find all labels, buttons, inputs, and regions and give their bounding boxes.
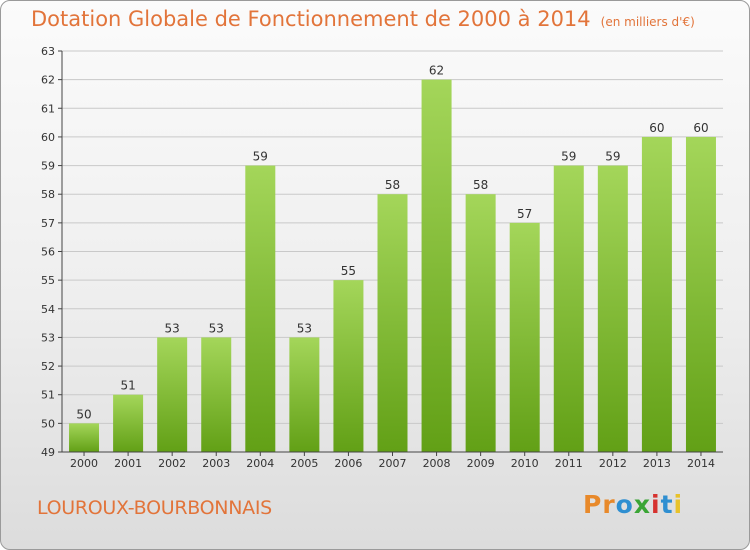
x-tick-label-2006: 2006 — [334, 457, 362, 470]
bar-2011 — [553, 165, 584, 453]
y-tick-label: 51 — [41, 389, 55, 402]
data-label-2013: 60 — [649, 121, 664, 135]
x-tick-label-2013: 2013 — [643, 457, 671, 470]
bar-2012 — [597, 165, 628, 453]
x-tick-label-2005: 2005 — [290, 457, 318, 470]
x-tick-label-2003: 2003 — [202, 457, 230, 470]
chart-title: Dotation Globale de Fonctionnement de 20… — [31, 7, 695, 31]
bar-2002 — [157, 337, 188, 452]
bar-2005 — [289, 337, 320, 452]
data-label-2007: 58 — [385, 178, 400, 192]
y-tick-label: 49 — [41, 446, 55, 459]
commune-name: LOUROUX-BOURBONNAIS — [37, 497, 272, 519]
data-label-2005: 53 — [297, 321, 312, 335]
logo-letter: i — [651, 490, 661, 519]
y-tick-label: 50 — [41, 417, 55, 430]
x-tick-label-2000: 2000 — [70, 457, 98, 470]
x-tick-label-2004: 2004 — [246, 457, 274, 470]
x-tick-label-2001: 2001 — [114, 457, 142, 470]
logo-letter: x — [633, 490, 651, 519]
bar-2003 — [201, 337, 232, 452]
chart-subtitle: (en milliers d'€) — [600, 15, 695, 29]
bars — [69, 79, 716, 453]
x-tick-label-2010: 2010 — [511, 457, 539, 470]
data-label-2004: 59 — [253, 150, 268, 164]
bar-2010 — [509, 222, 540, 452]
x-tick-label-2007: 2007 — [379, 457, 407, 470]
y-tick-label: 60 — [41, 131, 55, 144]
bar-2009 — [465, 194, 496, 452]
chart-title-text: Dotation Globale de Fonctionnement de 20… — [31, 7, 591, 31]
y-tick-label: 58 — [41, 188, 55, 201]
logo-letter: i — [673, 490, 684, 519]
y-tick-label: 52 — [41, 360, 55, 373]
bar-2014 — [685, 136, 716, 452]
y-tick-label: 54 — [41, 303, 55, 316]
bar-2004 — [245, 165, 276, 453]
x-tick-label-2011: 2011 — [555, 457, 583, 470]
data-label-2008: 62 — [429, 64, 444, 78]
data-label-2006: 55 — [341, 264, 356, 278]
y-tick-label: 63 — [41, 45, 55, 58]
axes — [58, 50, 723, 456]
x-tick-label-2009: 2009 — [467, 457, 495, 470]
y-tick-label: 56 — [41, 246, 55, 259]
bar-2000 — [69, 423, 100, 452]
y-tick-label: 59 — [41, 160, 55, 173]
y-tick-label: 62 — [41, 74, 55, 87]
data-label-2000: 50 — [76, 407, 91, 421]
data-label-2010: 57 — [517, 207, 532, 221]
bar-2008 — [421, 79, 452, 453]
y-tick-label: 61 — [41, 102, 55, 115]
data-label-2009: 58 — [473, 178, 488, 192]
x-tick-label-2002: 2002 — [158, 457, 186, 470]
data-label-2011: 59 — [561, 150, 576, 164]
bar-2013 — [641, 136, 672, 452]
logo-letter: o — [615, 490, 634, 519]
data-label-2001: 51 — [120, 379, 135, 393]
logo-letter: t — [660, 490, 674, 519]
data-label-2012: 59 — [605, 150, 620, 164]
logo-letter: r — [602, 490, 616, 519]
logo-letter: P — [583, 490, 603, 519]
x-tick-label-2008: 2008 — [423, 457, 451, 470]
data-label-2003: 53 — [209, 321, 224, 335]
proxiti-logo[interactable]: Proxiti — [583, 490, 683, 519]
labels: 49 50 51 52 53 54 55 56 57 58 59 60 61 62 63 50 2000 51 20… — [41, 45, 715, 470]
y-tick-label: 53 — [41, 331, 55, 344]
bar-2006 — [333, 280, 364, 452]
data-label-2014: 60 — [693, 121, 708, 135]
x-tick-label-2014: 2014 — [687, 457, 715, 470]
y-tick-label: 57 — [41, 217, 55, 230]
bar-2001 — [113, 394, 144, 452]
bar-2007 — [377, 194, 408, 452]
y-tick-label: 55 — [41, 274, 55, 287]
x-tick-label-2012: 2012 — [599, 457, 627, 470]
data-label-2002: 53 — [165, 321, 180, 335]
